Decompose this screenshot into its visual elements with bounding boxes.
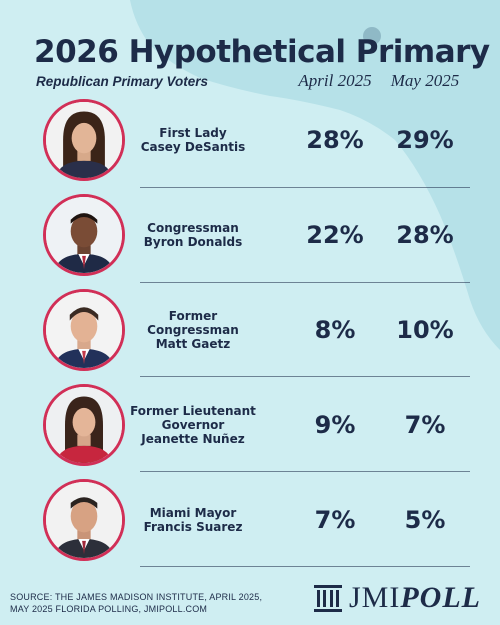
april-value: 7%	[314, 506, 356, 534]
row-divider	[140, 566, 470, 567]
candidate-name-line: Byron Donalds	[143, 235, 243, 249]
source-note: SOURCE: THE JAMES MADISON INSTITUTE, APR…	[10, 592, 263, 614]
row-divider	[140, 376, 470, 377]
portrait-photo-icon	[46, 102, 122, 178]
logo-text-poll: POLL	[400, 581, 481, 614]
candidate-name: First Lady Casey DeSantis	[128, 93, 258, 187]
may-value: 5%	[404, 506, 446, 534]
candidate-row: Miami Mayor Francis Suarez 7% 5%	[0, 473, 500, 567]
candidate-name-line: Congressman	[147, 323, 239, 337]
may-value: 28%	[396, 221, 454, 249]
column-header-april: April 2025	[298, 71, 372, 90]
candidate-name-line: Jeanette Nuñez	[141, 432, 245, 446]
candidate-name: Miami Mayor Francis Suarez	[128, 473, 258, 567]
candidate-name-line: First Lady	[159, 126, 227, 140]
row-divider	[140, 187, 470, 188]
row-divider	[140, 471, 470, 472]
candidate-row: First Lady Casey DeSantis 28% 29%	[0, 93, 500, 187]
candidate-name-line: Congressman	[147, 221, 239, 235]
may-value: 7%	[404, 411, 446, 439]
portrait-photo-icon	[46, 197, 122, 273]
logo-text-jmi: JMI	[349, 581, 401, 614]
row-divider	[140, 282, 470, 283]
april-value: 22%	[306, 221, 364, 249]
portrait-photo-icon	[46, 482, 122, 558]
avatar	[43, 99, 125, 181]
columns-icon	[314, 585, 342, 612]
april-value: 8%	[314, 316, 356, 344]
may-value: 10%	[396, 316, 454, 344]
candidate-name-line: Casey DeSantis	[140, 140, 246, 154]
page-title: 2026 Hypothetical Primary	[34, 34, 490, 70]
avatar	[43, 479, 125, 561]
logo-text: JMIPOLL	[349, 581, 481, 615]
may-value: 29%	[396, 126, 454, 154]
candidate-name: Congressman Byron Donalds	[128, 188, 258, 282]
jmi-poll-logo: JMIPOLL	[313, 580, 481, 616]
column-header-may: May 2025	[390, 71, 460, 90]
april-value: 28%	[306, 126, 364, 154]
portrait-photo-icon	[46, 292, 122, 368]
candidate-row: Former Lieutenant Governor Jeanette Nuñe…	[0, 378, 500, 472]
candidate-name-line: Governor	[161, 418, 225, 432]
avatar	[43, 194, 125, 276]
candidate-name-line: Francis Suarez	[143, 520, 243, 534]
candidate-row: Congressman Byron Donalds 22% 28%	[0, 188, 500, 282]
candidate-name: Former Congressman Matt Gaetz	[128, 283, 258, 377]
candidate-name-line: Miami Mayor	[149, 506, 237, 520]
candidate-name: Former Lieutenant Governor Jeanette Nuñe…	[128, 378, 258, 472]
portrait-photo-icon	[46, 387, 122, 463]
avatar	[43, 384, 125, 466]
avatar	[43, 289, 125, 371]
candidate-name-line: Matt Gaetz	[155, 337, 231, 351]
candidate-name-line: Former	[168, 309, 218, 323]
subtitle: Republican Primary Voters	[36, 74, 209, 89]
candidate-name-line: Former Lieutenant	[130, 404, 256, 418]
april-value: 9%	[314, 411, 356, 439]
candidate-row: Former Congressman Matt Gaetz 8% 10%	[0, 283, 500, 377]
